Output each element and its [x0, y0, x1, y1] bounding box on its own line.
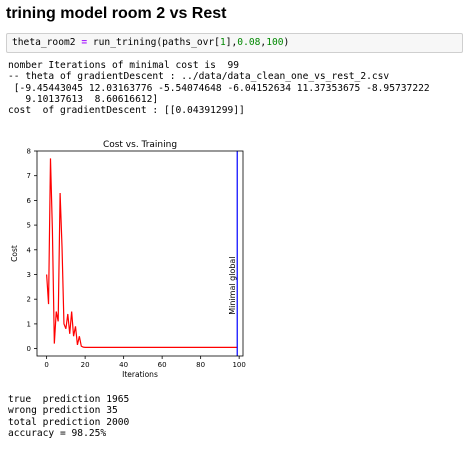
output-line: -- theta of gradientDescent : ../data/da… [8, 71, 390, 83]
code-arg-rate: 0.08 [237, 37, 261, 48]
output-line: nomber Iterations of minimal cost is 99 [8, 60, 240, 71]
y-tick-label: 7 [27, 172, 31, 180]
cost-series-line [46, 158, 238, 348]
y-tick-label: 1 [27, 320, 31, 328]
x-tick-label: 20 [81, 361, 90, 369]
output-line: cost of gradientDescent : [[0.04391299]] [8, 105, 245, 117]
code-punct: ], [225, 37, 238, 48]
cell-output-text: nomber Iterations of minimal cost is 99-… [8, 60, 430, 116]
y-tick-label: 6 [27, 197, 32, 205]
x-tick-label: 80 [196, 361, 205, 369]
x-tick-label: 0 [44, 361, 48, 369]
y-tick-label: 5 [27, 222, 31, 230]
output-line: 9.10137613 8.60616612] [8, 93, 159, 105]
y-tick-label: 4 [27, 246, 32, 254]
prediction-line: total prediction 2000 [8, 416, 130, 428]
y-tick-label: 8 [27, 148, 31, 156]
y-tick-label: 2 [27, 296, 31, 304]
x-tick-label: 100 [232, 361, 245, 369]
y-axis-label: Cost [10, 245, 19, 262]
code-punct: , [260, 37, 267, 48]
chart-title: Cost vs. Training [103, 140, 177, 150]
x-tick-label: 40 [119, 361, 128, 369]
code-arg-iterations: 100 [266, 37, 284, 48]
prediction-line: wrong prediction 35 [8, 405, 118, 417]
prediction-line: accuracy = 98.25% [8, 427, 107, 439]
code-punct: ) [283, 37, 290, 48]
code-cell-input[interactable]: theta_room2 = run_trining(paths_ovr[1],0… [6, 33, 463, 53]
y-tick-label: 0 [27, 345, 31, 353]
prediction-summary: true prediction 1965 wrong prediction 35 t… [8, 394, 129, 439]
code-function-call: run_trining(paths_ovr[ [92, 37, 220, 48]
x-axis-label: Iterations [122, 370, 158, 379]
code-operator: = [75, 37, 93, 48]
code-variable: theta_room2 [12, 37, 76, 48]
plot-frame [36, 150, 244, 357]
prediction-line: true prediction 1965 [8, 394, 130, 405]
cell-heading: trining model room 2 vs Rest [6, 5, 227, 22]
y-tick-label: 3 [27, 271, 31, 279]
output-line: [-9.45443045 12.03163776 -5.54074648 -6.… [8, 82, 430, 94]
minimal-global-label: Minimal global [228, 256, 237, 314]
x-tick-label: 60 [158, 361, 167, 369]
code-arg-index: 1 [219, 37, 226, 48]
